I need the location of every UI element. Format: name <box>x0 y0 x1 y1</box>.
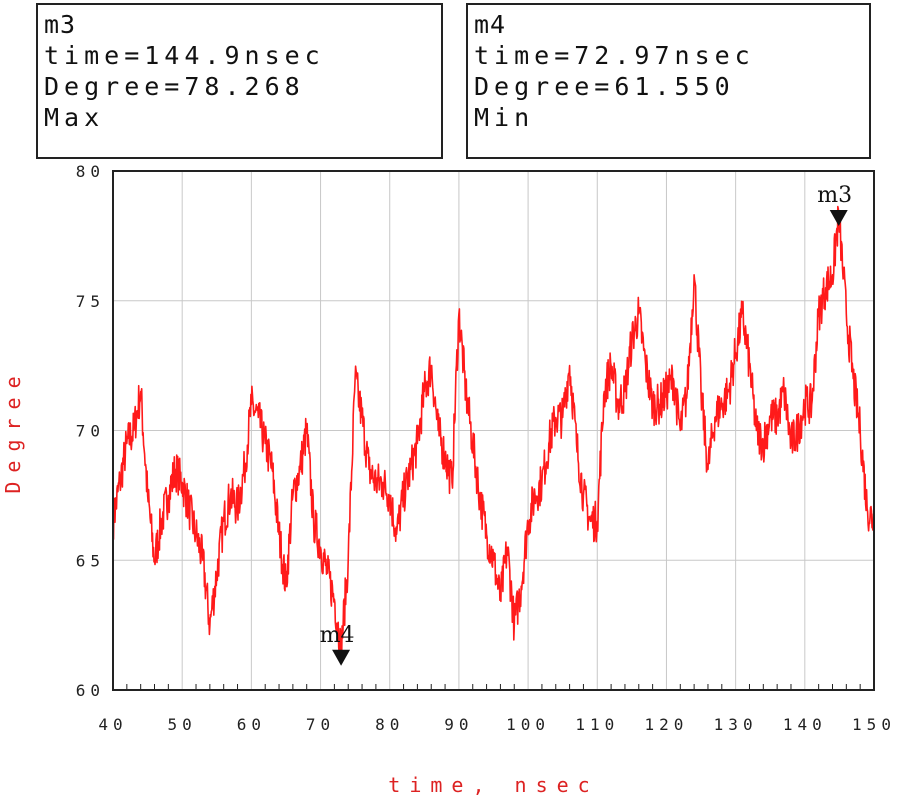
x-tick-label: 80 <box>375 715 404 734</box>
x-tick-label: 60 <box>237 715 266 734</box>
marker-kind: Min <box>474 103 535 132</box>
markers-layer: m3 m4 <box>320 183 852 666</box>
marker-time: time=144.9nsec <box>44 41 325 70</box>
marker-time: time=72.97nsec <box>474 41 755 70</box>
marker-m4: m4 <box>320 623 355 666</box>
x-tick-label: 100 <box>506 715 550 734</box>
marker-readout-m3: m3 time=144.9nsec Degree=78.268 Max <box>36 3 443 159</box>
marker-name: m3 <box>44 10 77 39</box>
marker-readout-m4: m4 time=72.97nsec Degree=61.550 Min <box>466 3 871 159</box>
x-tick-label: 50 <box>168 715 197 734</box>
plot-frame <box>112 170 875 691</box>
series-line <box>112 205 875 664</box>
marker-kind: Max <box>44 103 105 132</box>
axis-ticks: 40 50 60 70 80 90 100 110 120 130 140 150 60 65 70 75 80 <box>76 162 896 734</box>
x-tick-label: 140 <box>783 715 827 734</box>
x-tick-label: 130 <box>714 715 758 734</box>
marker-label: m4 <box>320 623 355 648</box>
x-tick-label: 110 <box>575 715 619 734</box>
marker-label: m3 <box>817 183 852 208</box>
x-tick-label: 90 <box>444 715 473 734</box>
y-tick-label: 70 <box>76 422 105 441</box>
x-tick-label: 150 <box>852 715 896 734</box>
marker-name: m4 <box>474 10 507 39</box>
series-layer <box>112 205 875 664</box>
marker-m3: m3 <box>817 183 852 226</box>
marker-triangle-icon <box>332 649 351 666</box>
x-tick-label: 70 <box>306 715 335 734</box>
y-tick-label: 65 <box>76 551 105 570</box>
y-axis-label: Degree <box>1 367 25 493</box>
marker-triangle-icon <box>829 209 848 226</box>
marker-value: Degree=78.268 <box>44 72 305 101</box>
y-tick-label: 60 <box>76 681 105 700</box>
marker-value: Degree=61.550 <box>474 72 735 101</box>
x-axis-label: time, nsec <box>388 773 598 797</box>
y-tick-label: 80 <box>76 162 105 181</box>
y-tick-label: 75 <box>76 292 105 311</box>
x-tick-label: 120 <box>645 715 689 734</box>
x-tick-label: 40 <box>98 715 127 734</box>
